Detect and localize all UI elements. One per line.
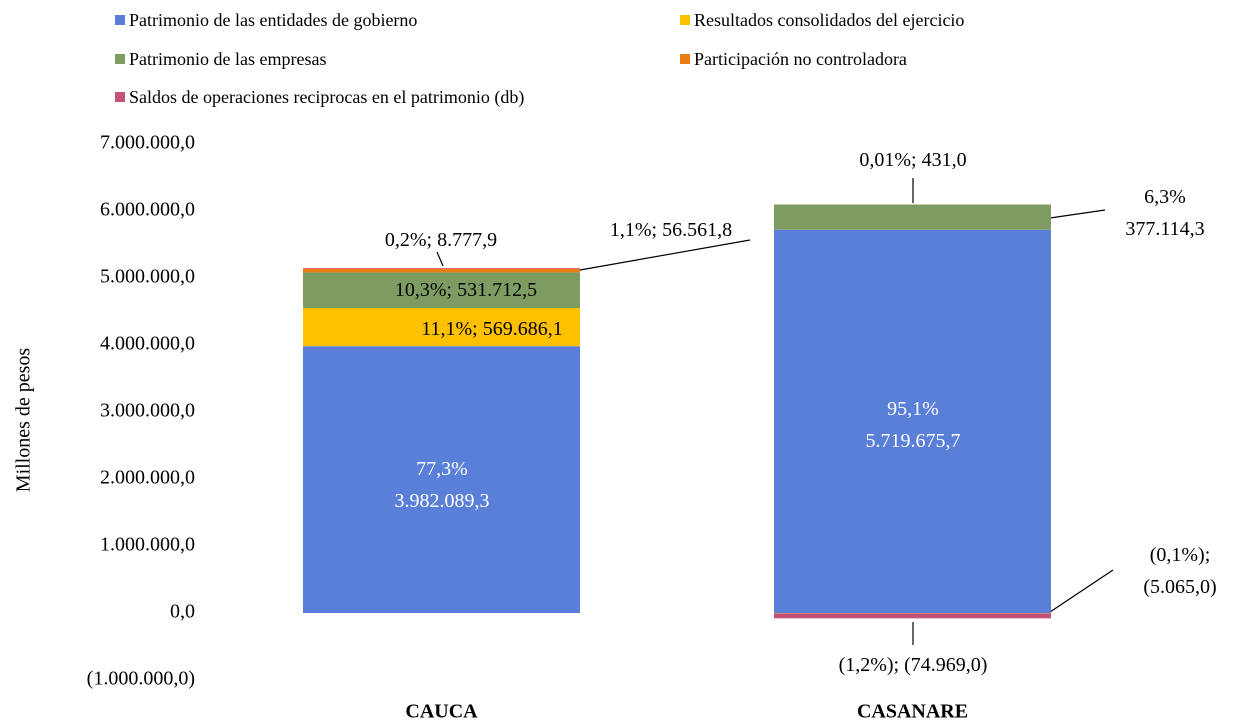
legend-swatch (115, 15, 125, 25)
legend-label: Patrimonio de las empresas (129, 49, 327, 69)
legend-swatch (115, 92, 125, 102)
y-tick-label: 3.000.000,0 (100, 400, 195, 422)
legend-label: Resultados consolidados del ejercicio (694, 10, 965, 30)
data-label: 6,3% 377.114,3 (1125, 186, 1205, 240)
leader-line (436, 251, 444, 267)
legend-label: Participación no controladora (694, 49, 907, 69)
x-tick-label: CAUCA (405, 701, 478, 723)
bar-segment (303, 272, 580, 309)
legend-label: Saldos de operaciones reciprocas en el p… (129, 87, 525, 107)
x-tick-label: CASANARE (857, 701, 968, 723)
data-label: (0,1%); (5.065,0) (1143, 544, 1217, 598)
leader-line (1049, 569, 1114, 613)
data-label: 95,1% 5.719.675,7 (865, 398, 961, 452)
leader-line (1049, 209, 1106, 219)
y-tick-label: (1.000.000,0) (87, 668, 195, 690)
legend-label: Patrimonio de las entidades de gobierno (129, 10, 418, 30)
bar-segment (774, 204, 1051, 230)
y-tick-label: 1.000.000,0 (100, 534, 195, 556)
y-tick-label: 0,0 (170, 601, 195, 623)
legend-swatch (115, 54, 125, 64)
y-tick-label: 4.000.000,0 (100, 333, 195, 355)
y-axis-label: Millones de pesos (13, 348, 35, 493)
y-tick-label: 6.000.000,0 (100, 199, 195, 221)
bar-segment (303, 346, 580, 613)
data-label: 77,3% 3.982.089,3 (394, 458, 490, 512)
data-label: 0,01%; 431,0 (859, 149, 967, 171)
bar-segment (303, 308, 580, 347)
bar-segment (303, 268, 580, 269)
legend-swatch (680, 54, 690, 64)
data-label: 1,1%; 56.561,8 (609, 219, 733, 241)
legend-swatch (680, 15, 690, 25)
data-label: 0,2%; 8.777,9 (384, 229, 498, 251)
y-tick-label: 2.000.000,0 (100, 467, 195, 489)
leader-line (579, 239, 751, 271)
data-label: (1,2%); (74.969,0) (838, 654, 988, 676)
bar-segment (774, 613, 1051, 619)
y-tick-label: 7.000.000,0 (100, 132, 195, 154)
bar-segment (774, 229, 1051, 613)
y-tick-label: 5.000.000,0 (100, 266, 195, 288)
bar-segment (303, 268, 580, 273)
data-label: 11,1%; 569.686,1 (421, 318, 563, 340)
data-label: 10,3%; 531.712,5 (394, 279, 538, 301)
